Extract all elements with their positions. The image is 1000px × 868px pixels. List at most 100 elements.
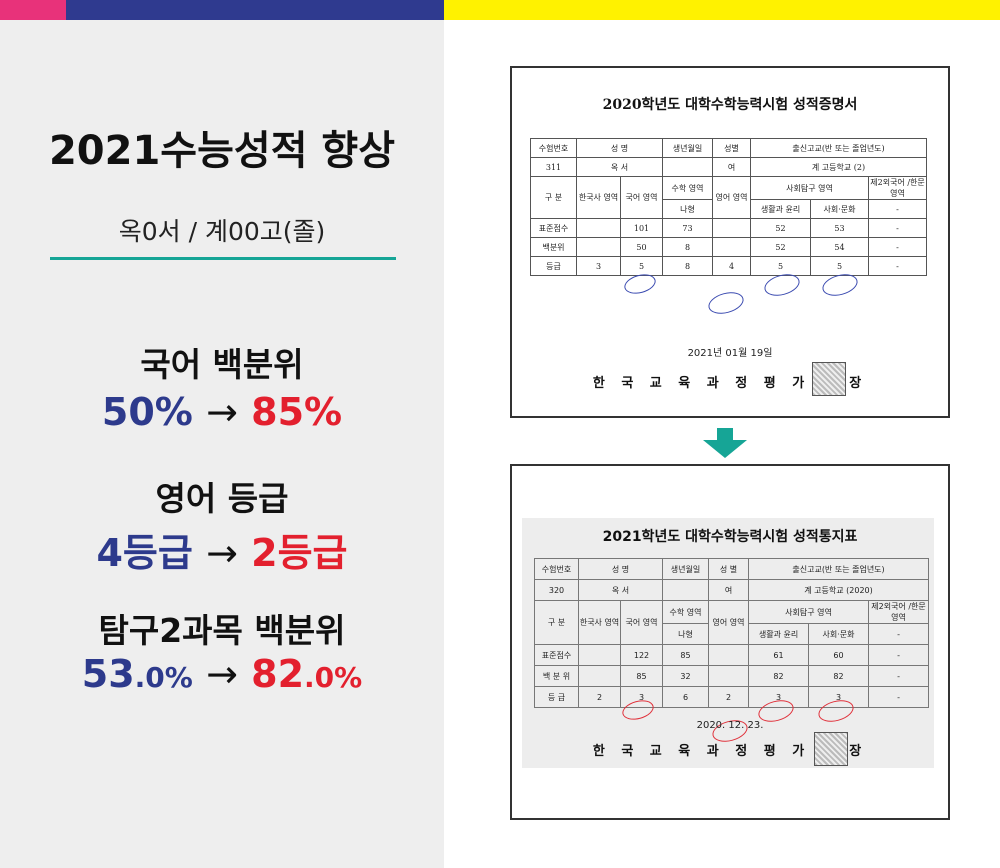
cert-cell: 생활과 윤리 bbox=[748, 623, 810, 645]
cert-cell: 82 bbox=[808, 665, 870, 687]
stat-inquiry-to: 82.0% bbox=[251, 652, 362, 696]
cert-cell: - bbox=[868, 199, 928, 219]
cert-cell: 82 bbox=[748, 665, 810, 687]
cert-cell: 구 분 bbox=[530, 176, 577, 219]
cert-cell: - bbox=[868, 218, 928, 238]
top-bar-yellow bbox=[444, 0, 1000, 20]
cert-2021-table: 수험번호 성 명 생년월일 성 별 출신고교(반 또는 졸업년도) 320 옥 … bbox=[534, 558, 930, 708]
arrow-right-icon: → bbox=[206, 531, 238, 575]
cert-cell: 52 bbox=[750, 218, 812, 238]
cert-cell: 122 bbox=[619, 644, 664, 666]
cert-cell: 5 bbox=[619, 256, 664, 276]
cert-cell: 3 bbox=[576, 256, 621, 276]
student-info: 옥0서 / 계00고(졸) bbox=[118, 217, 326, 246]
cert-cell: - bbox=[868, 623, 930, 645]
cert-cell: 8 bbox=[662, 256, 714, 276]
cert-cell: 50 bbox=[619, 237, 664, 257]
cert-cell: 나형 bbox=[662, 623, 710, 645]
cert-cell: 사회탐구 영역 bbox=[750, 176, 870, 200]
cert-cell: 계 고등학교 (2020) bbox=[748, 579, 930, 601]
cert-cell: 54 bbox=[810, 237, 870, 257]
cert-cell: 2 bbox=[708, 686, 750, 708]
cert-cell: 생활과 윤리 bbox=[750, 199, 812, 219]
seal-stamp bbox=[812, 362, 846, 396]
stat-korean-value: 50% → 85% bbox=[0, 390, 444, 434]
cert-cell: 101 bbox=[619, 218, 664, 238]
top-bar-pink bbox=[0, 0, 66, 20]
cert-cell: 옥 서 bbox=[577, 579, 664, 601]
cert-cell: 3 bbox=[619, 686, 664, 708]
cert-cell: 311 bbox=[530, 157, 577, 177]
cert-cell: 2 bbox=[578, 686, 621, 708]
cert-cell: 60 bbox=[808, 644, 870, 666]
cert-cell: 8 bbox=[662, 237, 714, 257]
cert-cell: 성 명 bbox=[575, 138, 664, 158]
cert-cell: 제2외국어 /한문 영역 bbox=[868, 176, 928, 200]
stat-inquiry-from-dec: .0% bbox=[134, 661, 193, 694]
cert-cell: 85 bbox=[619, 665, 664, 687]
stat-english-to: 2등급 bbox=[251, 531, 348, 575]
seal-stamp bbox=[814, 732, 848, 766]
cert-cell bbox=[578, 644, 621, 666]
cert-cell: 옥 서 bbox=[575, 157, 664, 177]
cert-cell: 성 명 bbox=[577, 558, 664, 580]
cert-cell: - bbox=[868, 237, 928, 257]
cert-cell: 52 bbox=[750, 237, 812, 257]
cert-cell bbox=[712, 218, 752, 238]
cert-cell: 국어 영역 bbox=[619, 176, 664, 219]
cert-cell: 사회·문화 bbox=[808, 623, 870, 645]
cert-cell bbox=[708, 665, 750, 687]
cert-cell: 여 bbox=[708, 579, 750, 601]
cert-cell: 5 bbox=[810, 256, 870, 276]
cert-2021-title: 2021학년도 대학수학능력시험 성적통지표 bbox=[602, 529, 858, 545]
cert-cell: 백 분 위 bbox=[534, 665, 579, 687]
cert-cell: 수험번호 bbox=[530, 138, 577, 158]
cert-cell: 표준점수 bbox=[530, 218, 577, 238]
cert-cell: 영어 영역 bbox=[712, 176, 752, 219]
arrow-right-icon: → bbox=[206, 390, 238, 434]
cert-cell: 생년월일 bbox=[662, 138, 714, 158]
cert-cell bbox=[576, 237, 621, 257]
cert-cell: - bbox=[868, 686, 930, 708]
cert-cell bbox=[662, 157, 714, 177]
cert-2020-org: 한 국 교 육 과 정 평 가 원 장 bbox=[592, 376, 868, 391]
cert-cell: 출신고교(반 또는 졸업년도) bbox=[748, 558, 930, 580]
stat-inquiry-from: 53.0% bbox=[82, 652, 193, 696]
cert-cell: 계 고등학교 (2) bbox=[750, 157, 928, 177]
cert-cell: - bbox=[868, 644, 930, 666]
highlight-circle bbox=[706, 288, 746, 318]
cert-2021-org: 한 국 교 육 과 정 평 가 원 장 bbox=[592, 744, 868, 759]
left-panel bbox=[0, 20, 444, 868]
stat-korean-from: 50% bbox=[101, 390, 193, 434]
cert-2020-date: 2021년 01월 19일 bbox=[687, 348, 773, 359]
cert-2020-table: 수험번호 성 명 생년월일 성별 출신고교(반 또는 졸업년도) 311 옥 서… bbox=[530, 138, 928, 276]
cert-cell: 표준점수 bbox=[534, 644, 579, 666]
cert-cell bbox=[712, 237, 752, 257]
cert-cell: 5 bbox=[750, 256, 812, 276]
cert-2021-date: 2020. 12. 23. bbox=[696, 720, 764, 731]
cert-cell: 73 bbox=[662, 218, 714, 238]
cert-cell: 여 bbox=[712, 157, 752, 177]
cert-cell: 61 bbox=[748, 644, 810, 666]
title-underline bbox=[50, 257, 396, 260]
cert-cell: 한국사 영역 bbox=[578, 600, 621, 645]
cert-cell: 85 bbox=[662, 644, 710, 666]
stat-inquiry-from-int: 53 bbox=[81, 652, 135, 696]
cert-cell: - bbox=[868, 665, 930, 687]
top-color-bar bbox=[0, 0, 1000, 20]
cert-2020-title: 2020학년도 대학수학능력시험 성적증명서 bbox=[602, 97, 858, 113]
arrow-down-icon bbox=[703, 428, 747, 458]
cert-cell: 한국사 영역 bbox=[576, 176, 621, 219]
page-title: 2021수능성적 향상 bbox=[48, 128, 396, 174]
cert-cell: 등 급 bbox=[534, 686, 579, 708]
stat-inquiry-to-int: 82 bbox=[251, 652, 305, 696]
cert-cell: 수험번호 bbox=[534, 558, 579, 580]
cert-cell: 생년월일 bbox=[662, 558, 710, 580]
cert-cell bbox=[578, 665, 621, 687]
stat-korean-label: 국어 백분위 bbox=[140, 345, 304, 384]
arrow-right-icon: → bbox=[206, 652, 238, 696]
cert-cell bbox=[708, 644, 750, 666]
cert-cell: - bbox=[868, 256, 928, 276]
cert-cell: 국어 영역 bbox=[619, 600, 664, 645]
cert-cell: 사회·문화 bbox=[810, 199, 870, 219]
